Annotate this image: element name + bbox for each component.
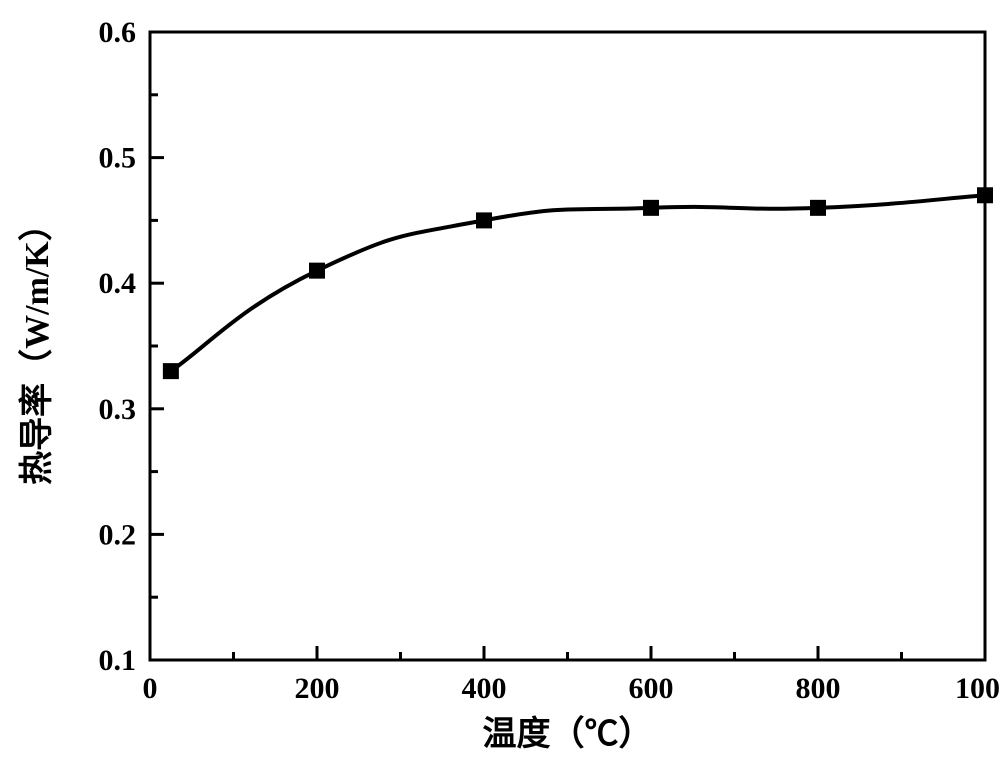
y-tick-label: 0.1 xyxy=(99,644,137,677)
chart-container: 0 200 400 600 800 1000 0.1 0.2 0.3 0.4 0.5 0.6 温度（℃）… xyxy=(0,0,1000,764)
data-marker xyxy=(643,200,659,216)
x-tick-label: 200 xyxy=(295,672,340,705)
data-marker xyxy=(476,212,492,228)
y-tick-label: 0.2 xyxy=(99,518,137,551)
x-axis-label: 温度（℃） xyxy=(483,714,653,753)
data-marker xyxy=(977,187,993,203)
thermal-conductivity-chart: 0 200 400 600 800 1000 0.1 0.2 0.3 0.4 0.5 0.6 温度（℃）… xyxy=(0,0,1000,764)
data-marker xyxy=(810,200,826,216)
x-tick-label: 400 xyxy=(462,672,507,705)
y-tick-label: 0.4 xyxy=(99,267,137,300)
x-tick-label: 1000 xyxy=(955,672,1000,705)
y-tick-label: 0.3 xyxy=(99,393,137,426)
y-tick-label: 0.6 xyxy=(99,16,137,49)
x-tick-label: 0 xyxy=(143,672,158,705)
x-tick-label: 600 xyxy=(629,672,674,705)
y-tick-label: 0.5 xyxy=(99,142,137,175)
x-tick-label: 800 xyxy=(796,672,841,705)
data-marker xyxy=(309,263,325,279)
data-marker xyxy=(163,363,179,379)
y-axis-label: 热导率（W/m/K） xyxy=(17,207,56,485)
